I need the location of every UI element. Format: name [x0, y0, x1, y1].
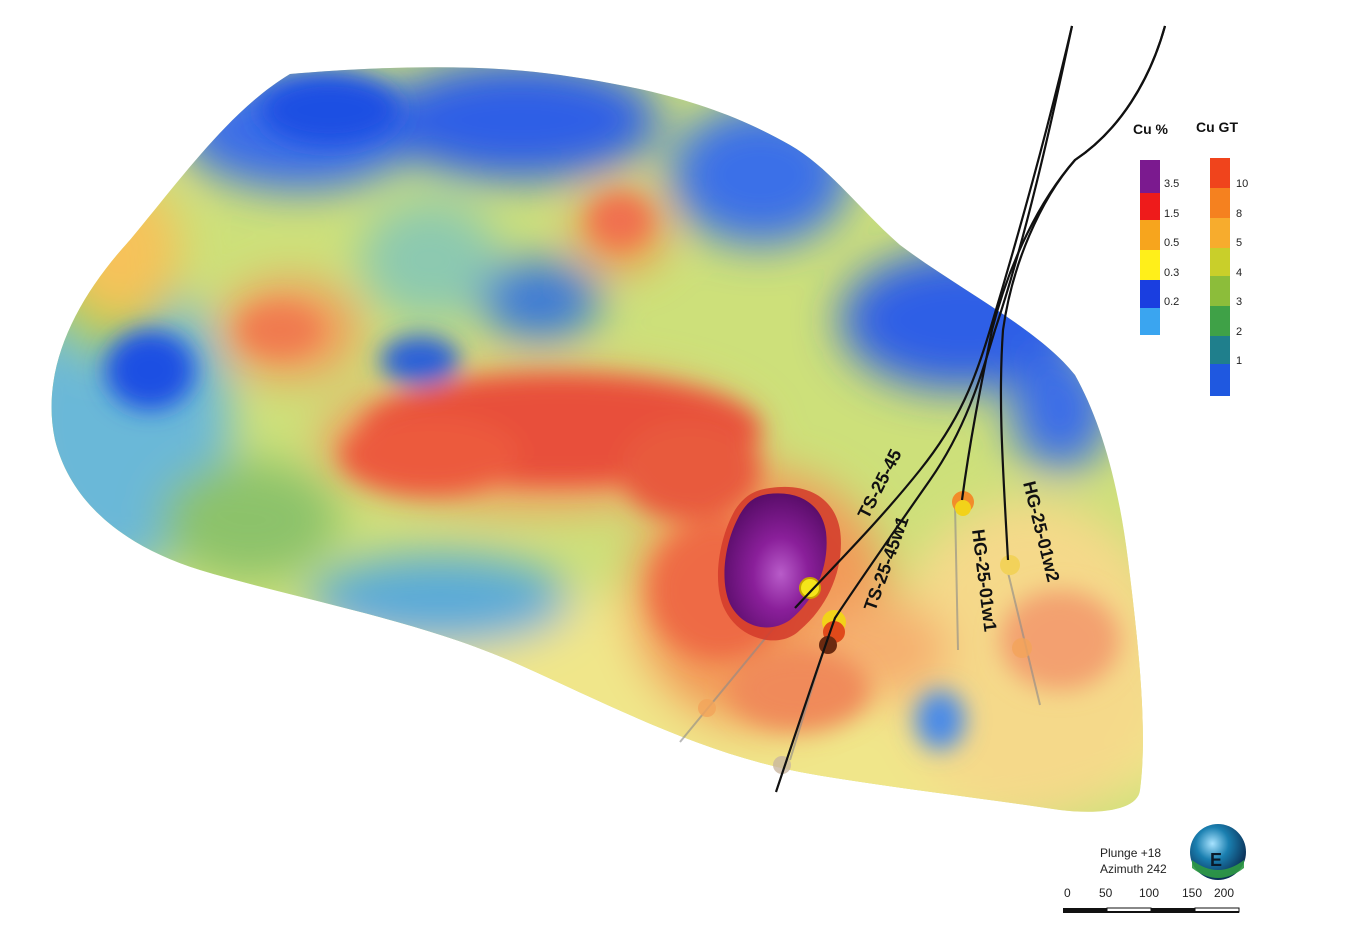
legend-cu-swatch-lightblue: [1140, 308, 1160, 335]
legend-cu-swatch-yellow: [1140, 250, 1160, 280]
legend-gt-swatch-5: [1210, 218, 1230, 248]
scale-bar: [1063, 907, 1240, 913]
legend-gt-swatch-10: [1210, 158, 1230, 188]
scale-tick: 100: [1139, 886, 1160, 900]
legend-cu-tick: 3.5: [1164, 178, 1180, 190]
legend-gt-swatch-8: [1210, 188, 1230, 218]
compass-label: E: [1210, 850, 1222, 870]
intercept-markers: [698, 491, 1032, 774]
legend-gt-swatch-1: [1210, 336, 1230, 364]
legend-gt-tick: 2: [1236, 326, 1243, 338]
legend-gt-tick: 4: [1236, 267, 1243, 279]
legend-cu-swatch-orange: [1140, 220, 1160, 250]
legend-gt-tick: 5: [1236, 237, 1243, 249]
legend-gt-tick: 8: [1236, 208, 1243, 220]
view-plunge: Plunge +18: [1100, 846, 1162, 860]
legend-cu-swatch-red: [1140, 193, 1160, 220]
trace-ts-25-45w1: [774, 25, 1074, 793]
scale-tick: 0: [1064, 886, 1071, 900]
legend-gt-tick: 1: [1236, 355, 1243, 367]
legend-gt-title: Cu GT: [1196, 119, 1238, 135]
legend-cu-swatch-purple: [1140, 160, 1160, 193]
trace-ts-25-45: [794, 25, 1074, 609]
legend-gt-swatch-2: [1210, 306, 1230, 336]
drill-hole-traces: [774, 25, 1167, 793]
scale-tick: 50: [1099, 886, 1113, 900]
compass-globe: E: [1190, 824, 1246, 880]
view-azimuth: Azimuth 242: [1100, 862, 1167, 876]
legend-cu-tick: 0.2: [1164, 296, 1180, 308]
legend-cu-tick: 0.3: [1164, 267, 1180, 279]
legend-gt-tick: 10: [1236, 178, 1249, 190]
legend-gt-swatch-4: [1210, 248, 1230, 276]
legend-gt-swatch-3: [1210, 276, 1230, 306]
legend-cu-tick: 1.5: [1164, 208, 1180, 220]
legend-cu-swatch-blue: [1140, 280, 1160, 308]
legend-cu-title: Cu %: [1133, 121, 1168, 137]
legend-gt-tick: 3: [1236, 296, 1243, 308]
legend-cu-bar: [1140, 160, 1160, 335]
scale-tick: 150: [1182, 886, 1203, 900]
legend-cu-tick: 0.5: [1164, 237, 1180, 249]
scale-tick: 200: [1214, 886, 1235, 900]
trace-hg-25-01w2: [999, 25, 1167, 561]
legend-gt-swatch-0: [1210, 364, 1230, 396]
legend-gt-bar: [1210, 158, 1230, 396]
